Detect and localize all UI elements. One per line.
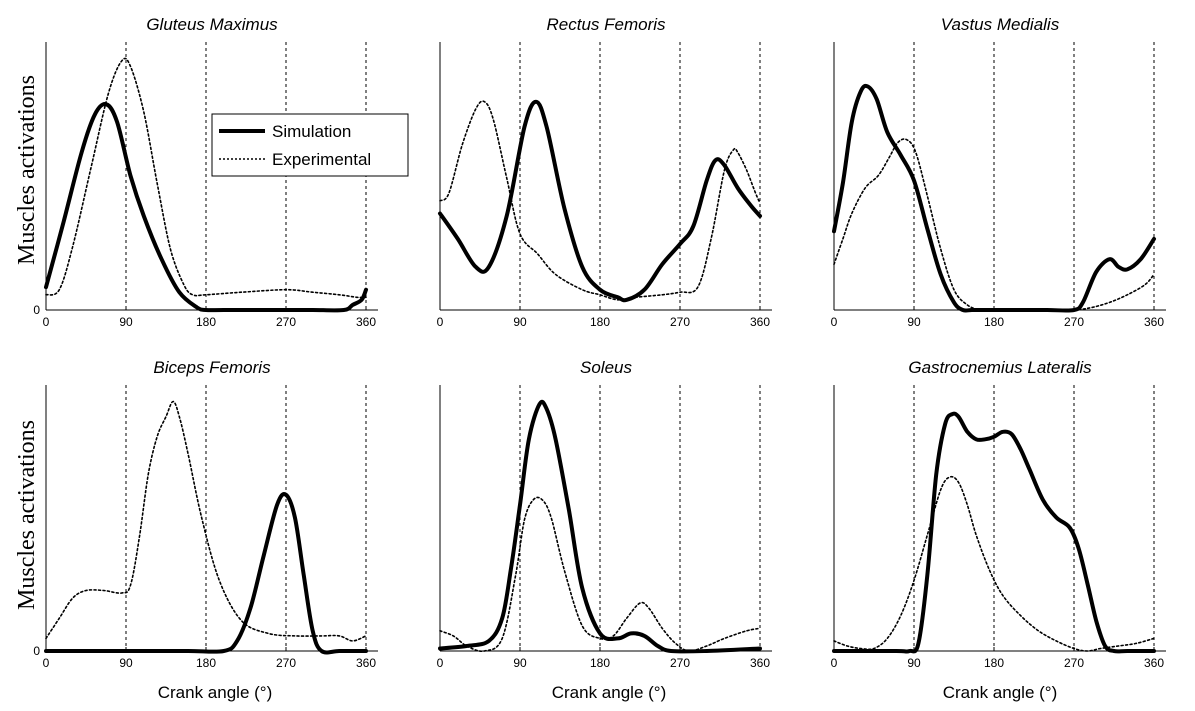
- subplot-title: Gluteus Maximus: [146, 15, 278, 34]
- x-tick-label: 90: [907, 656, 921, 670]
- subplot-2: 0 90 180 270 360 Rectus Femoris: [437, 15, 772, 329]
- experimental-series-line: [833, 475, 1155, 652]
- simulation-series-line: [438, 99, 762, 303]
- legend-experimental-label: Experimental: [272, 150, 371, 169]
- simulation-series-line: [438, 399, 762, 654]
- y-tick-label: 0: [33, 303, 40, 317]
- experimental-series-line: [45, 400, 367, 642]
- x-tick-label: 0: [437, 656, 444, 670]
- x-tick-label: 0: [43, 656, 50, 670]
- experimental-series-line: [45, 57, 367, 299]
- experimental-series-line: [439, 496, 761, 653]
- x-tick-label: 0: [43, 315, 50, 329]
- legend-simulation-label: Simulation: [272, 122, 351, 141]
- x-tick-label: 0: [831, 315, 838, 329]
- x-axis-label-right: Crank angle (°): [943, 683, 1058, 702]
- subplot-5: 0 90 180 270 360 Soleus: [437, 358, 772, 670]
- x-tick-label: 360: [750, 315, 770, 329]
- y-axis-label-bottom: Muscles activations: [14, 420, 40, 610]
- x-tick-label: 180: [196, 656, 216, 670]
- simulation-series-line: [832, 411, 1156, 654]
- simulation-series-line: [832, 83, 1156, 313]
- x-tick-label: 360: [356, 656, 376, 670]
- x-tick-label: 90: [907, 315, 921, 329]
- x-tick-label: 270: [1064, 315, 1084, 329]
- x-tick-label: 180: [590, 656, 610, 670]
- subplot-1: 0 90 180 270 360 0 Gluteus Maximus: [33, 15, 378, 329]
- subplot-title: Biceps Femoris: [153, 358, 271, 377]
- x-tick-label: 270: [1064, 656, 1084, 670]
- x-tick-label: 0: [437, 315, 444, 329]
- x-axis-label-left: Crank angle (°): [158, 683, 273, 702]
- x-tick-label: 90: [119, 315, 133, 329]
- simulation-series-line: [44, 492, 368, 655]
- x-tick-label: 270: [670, 315, 690, 329]
- x-tick-label: 180: [590, 315, 610, 329]
- x-tick-label: 90: [513, 656, 527, 670]
- x-tick-label: 270: [276, 656, 296, 670]
- legend: Simulation Experimental: [211, 113, 409, 177]
- subplot-panels: 0 90 180 270 360 0 Gluteus Maximus 0 90 180 270 360…: [33, 15, 1166, 670]
- x-tick-label: 90: [119, 656, 133, 670]
- x-tick-label: 360: [1144, 656, 1164, 670]
- x-tick-label: 270: [670, 656, 690, 670]
- subplot-6: 0 90 180 270 360 Gastrocnemius Lateralis: [831, 358, 1166, 670]
- subplot-title: Rectus Femoris: [546, 15, 666, 34]
- subplot-title: Vastus Medialis: [941, 15, 1060, 34]
- y-tick-label: 0: [33, 644, 40, 658]
- y-axis-label-top: Muscles activations: [14, 75, 40, 265]
- x-tick-label: 360: [750, 656, 770, 670]
- simulation-series-line: [44, 102, 368, 313]
- x-tick-label: 0: [831, 656, 838, 670]
- subplot-title: Gastrocnemius Lateralis: [908, 358, 1092, 377]
- x-tick-label: 270: [276, 315, 296, 329]
- x-tick-label: 360: [356, 315, 376, 329]
- x-tick-label: 180: [196, 315, 216, 329]
- x-tick-label: 90: [513, 315, 527, 329]
- experimental-series-line: [439, 100, 761, 301]
- experimental-series-line: [833, 138, 1155, 312]
- x-tick-label: 360: [1144, 315, 1164, 329]
- legend-box: [211, 113, 409, 177]
- x-axis-label-middle: Crank angle (°): [552, 683, 667, 702]
- x-tick-label: 180: [984, 315, 1004, 329]
- subplot-3: 0 90 180 270 360 Vastus Medialis: [831, 15, 1166, 329]
- subplot-4: 0 90 180 270 360 0 Biceps Femoris: [33, 358, 378, 670]
- subplot-title: Soleus: [580, 358, 632, 377]
- x-tick-label: 180: [984, 656, 1004, 670]
